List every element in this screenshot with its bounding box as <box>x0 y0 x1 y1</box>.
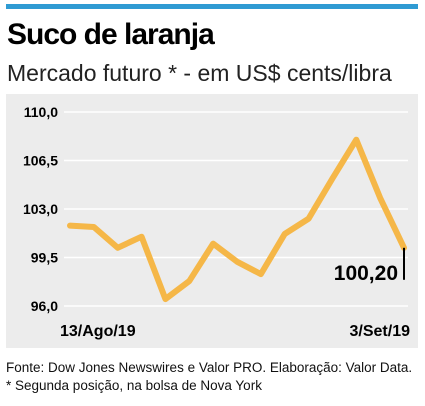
x-tick-label-end: 3/Set/19 <box>350 323 411 340</box>
chart-title: Suco de laranja <box>7 18 215 51</box>
y-tick-label: 96,0 <box>31 298 58 314</box>
top-accent-rule <box>6 4 418 9</box>
x-tick-label-start: 13/Ago/19 <box>60 323 136 340</box>
source-footer: Fonte: Dow Jones Newswires e Valor PRO. … <box>6 360 413 393</box>
y-tick-label: 110,0 <box>24 104 58 120</box>
chart-area: 110,0 106,5 103,0 99,5 96,0 13/Ago/19 3/Set/1… <box>6 94 418 348</box>
series-line <box>67 136 407 303</box>
chart-subtitle: Mercado futuro * - em US$ cents/libra <box>7 60 392 86</box>
y-tick-label: 103,0 <box>23 201 58 217</box>
x-axis-ticks: 13/Ago/19 3/Set/19 <box>60 323 410 340</box>
gridlines <box>64 111 408 307</box>
last-value-label: 100,20 <box>334 262 398 285</box>
y-tick-label: 106,5 <box>23 153 58 169</box>
y-tick-label: 99,5 <box>31 250 58 266</box>
line-chart: 110,0 106,5 103,0 99,5 96,0 13/Ago/19 3/Set/1… <box>23 104 410 340</box>
y-axis-ticks: 110,0 106,5 103,0 99,5 96,0 <box>23 104 58 314</box>
